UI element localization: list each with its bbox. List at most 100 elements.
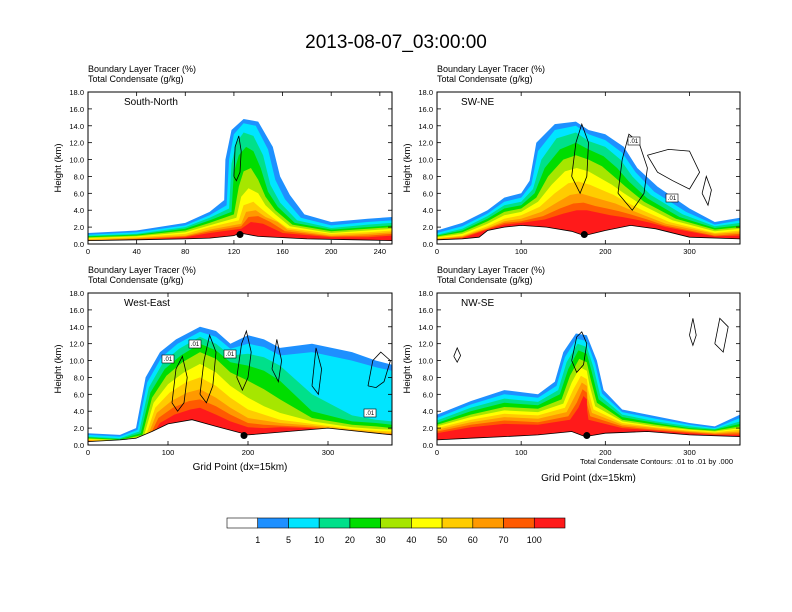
plot-area — [88, 92, 392, 244]
condensate-contour — [171, 355, 188, 412]
y-tick-label: 16.0 — [418, 105, 433, 114]
y-tick-label: 8.0 — [74, 172, 84, 181]
colorbar-box — [288, 517, 320, 529]
y-tick-label: 18.0 — [69, 289, 84, 298]
x-tick-label: 100 — [515, 448, 528, 457]
y-tick-label: 14.0 — [69, 122, 84, 131]
panel-title-line2: Total Condensate (g/kg) — [437, 275, 533, 285]
condensate-contour — [233, 135, 242, 182]
y-tick-label: 12.0 — [418, 139, 433, 148]
y-tick-label: 2.0 — [423, 223, 433, 232]
x-tick-label: 200 — [242, 448, 255, 457]
y-tick-label: 4.0 — [423, 407, 433, 416]
svg-text:.01: .01 — [630, 139, 639, 145]
y-tick-label: 0.0 — [423, 240, 433, 249]
x-tick-label: 0 — [435, 247, 439, 256]
y-tick-label: 6.0 — [423, 189, 433, 198]
x-tick-label: 0 — [435, 448, 439, 457]
y-tick-label: 4.0 — [423, 206, 433, 215]
plot-frame — [87, 91, 393, 245]
panel-south-north: Boundary Layer Tracer (%)Total Condensat… — [53, 64, 393, 256]
x-tick-label: 300 — [683, 448, 696, 457]
condensate-contour — [701, 175, 712, 207]
y-tick-label: 2.0 — [74, 424, 84, 433]
panel-label: SW-NE — [461, 97, 494, 108]
y-tick-label: 16.0 — [69, 306, 84, 315]
y-tick-label: 16.0 — [69, 105, 84, 114]
panel-title-line2: Total Condensate (g/kg) — [88, 275, 184, 285]
panel-label: NW-SE — [461, 298, 494, 309]
y-tick-label: 18.0 — [418, 88, 433, 97]
plot-frame — [436, 91, 741, 245]
contour-label: .01 — [665, 193, 679, 203]
y-tick-label: 0.0 — [74, 441, 84, 450]
y-tick-label: 0.0 — [74, 240, 84, 249]
y-tick-label: 6.0 — [74, 189, 84, 198]
svg-text:.01: .01 — [668, 196, 677, 202]
condensate-contour — [714, 317, 729, 353]
storm-center-marker — [240, 432, 248, 440]
colorbar-box — [503, 517, 535, 529]
x-tick-label: 100 — [162, 448, 175, 457]
contour-label: .01 — [363, 408, 377, 418]
plot-area — [437, 92, 740, 244]
y-tick-label: 12.0 — [418, 340, 433, 349]
x-tick-label: 100 — [515, 247, 528, 256]
plot-area — [437, 293, 740, 445]
storm-center-marker — [580, 231, 588, 239]
x-tick-label: 0 — [86, 448, 90, 457]
panel-west-east: Boundary Layer Tracer (%)Total Condensat… — [53, 265, 393, 473]
y-tick-label: 8.0 — [423, 373, 433, 382]
condensate-contour — [617, 133, 648, 211]
y-tick-label: 10.0 — [418, 357, 433, 366]
panel-title-line2: Total Condensate (g/kg) — [437, 74, 533, 84]
y-tick-label: 16.0 — [418, 306, 433, 315]
y-axis-label: Height (km) — [53, 344, 64, 393]
x-tick-label: 120 — [228, 247, 241, 256]
y-tick-label: 14.0 — [69, 323, 84, 332]
colorbar: 1 5 10 20 30 40 50 60 70 100 — [226, 517, 566, 545]
condensate-contour — [647, 148, 701, 190]
panel-title-line1: Boundary Layer Tracer (%) — [437, 64, 545, 74]
panel-label: West-East — [124, 298, 170, 309]
panel-title-line2: Total Condensate (g/kg) — [88, 74, 184, 84]
y-tick-label: 8.0 — [423, 172, 433, 181]
panel-nw-se: Boundary Layer Tracer (%)Total Condensat… — [402, 265, 741, 484]
storm-center-marker — [236, 231, 244, 239]
contour-label: .01 — [223, 349, 237, 359]
colorbar-box — [380, 517, 412, 529]
figure-title: 2013-08-07_03:00:00 — [305, 32, 487, 53]
y-tick-label: 10.0 — [69, 357, 84, 366]
y-tick-label: 4.0 — [74, 407, 84, 416]
condensate-contour — [311, 347, 323, 396]
y-axis-label: Height (km) — [53, 143, 64, 192]
contour-label: .01 — [188, 339, 202, 349]
colorbar-box — [257, 517, 289, 529]
colorbar-label: 10 — [314, 535, 324, 545]
colorbar-label: 5 — [286, 535, 291, 545]
contour-note: Total Condensate Contours: .01 to .01 by… — [580, 457, 733, 466]
colorbar-label: 100 — [527, 535, 542, 545]
panel-sw-ne: Boundary Layer Tracer (%)Total Condensat… — [402, 64, 741, 256]
colorbar-label: 70 — [499, 535, 509, 545]
y-tick-label: 14.0 — [418, 323, 433, 332]
colorbar-label: 20 — [345, 535, 355, 545]
x-tick-label: 80 — [181, 247, 189, 256]
y-tick-label: 18.0 — [69, 88, 84, 97]
plot-frame — [87, 292, 393, 446]
y-tick-label: 0.0 — [423, 441, 433, 450]
colorbar-box — [411, 517, 443, 529]
colorbar-label: 50 — [437, 535, 447, 545]
y-tick-label: 6.0 — [423, 390, 433, 399]
colorbar-box — [226, 517, 259, 529]
colorbar-label: 1 — [255, 535, 260, 545]
y-tick-label: 12.0 — [69, 340, 84, 349]
storm-center-marker — [583, 432, 591, 440]
panel-title-line1: Boundary Layer Tracer (%) — [88, 265, 196, 275]
y-tick-label: 10.0 — [418, 156, 433, 165]
condensate-contour — [271, 339, 283, 384]
y-tick-label: 2.0 — [423, 424, 433, 433]
colorbar-box — [472, 517, 504, 529]
y-tick-label: 6.0 — [74, 390, 84, 399]
